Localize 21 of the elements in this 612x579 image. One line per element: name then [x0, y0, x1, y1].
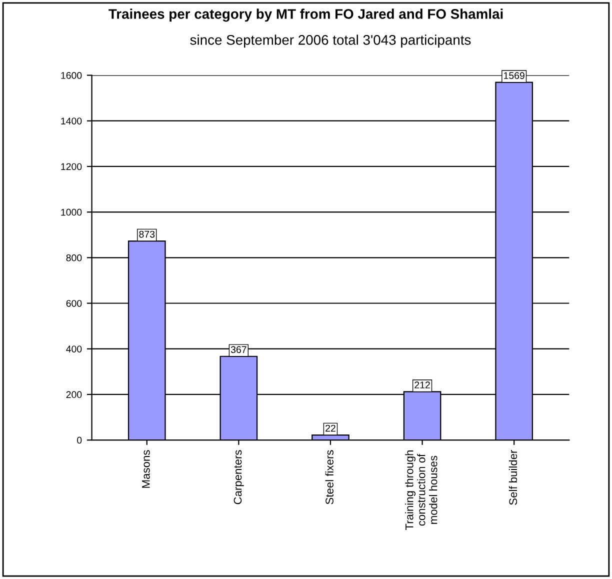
- data-label: 367: [230, 346, 246, 354]
- y-tick-label: 1600: [61, 72, 82, 79]
- x-tick-label: Self builder: [508, 450, 518, 505]
- x-tick-label: Training through construction of model houses: [405, 450, 438, 530]
- chart-title: Trainees per category by MT from FO Jared and FO Shamlai: [108, 8, 503, 22]
- x-tick-label: Steel fixers: [325, 450, 334, 504]
- data-label: 1569: [504, 72, 524, 80]
- y-tick-label: 600: [66, 300, 82, 307]
- y-tick-label: 1000: [61, 208, 82, 216]
- data-label: 22: [326, 424, 336, 432]
- data-label: 212: [414, 382, 430, 388]
- y-tick-label: 1400: [61, 118, 82, 124]
- y-tick-label: 0: [77, 436, 82, 444]
- chart-subtitle: since September 2006 total 3'043 participants: [190, 34, 471, 48]
- data-label: 873: [139, 230, 155, 238]
- x-tick-label: Masons: [142, 450, 150, 488]
- y-tick-label: 400: [66, 346, 82, 352]
- y-tick-label: 1200: [61, 163, 82, 170]
- y-tick-label: 200: [66, 391, 82, 398]
- x-tick-label: Carpenters: [234, 450, 244, 504]
- y-tick-label: 800: [66, 254, 82, 262]
